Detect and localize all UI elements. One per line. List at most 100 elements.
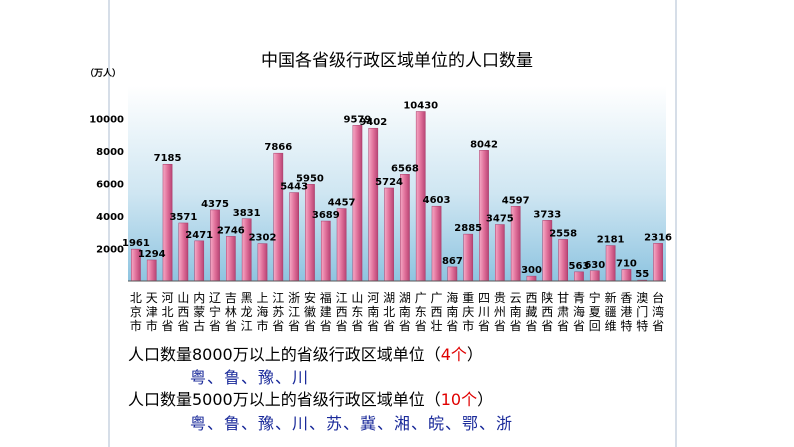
x-tick-char: 庆 (462, 305, 474, 319)
x-tick-label: 福建省 (320, 290, 332, 333)
x-tick-char: 新 (605, 290, 617, 305)
x-tick-char: 港 (620, 305, 632, 319)
provinces-over-8000: 粤、鲁、豫、川 (190, 368, 310, 387)
x-tick-label: 澳门特 (636, 291, 648, 333)
bar-value-label: 6568 (391, 163, 419, 174)
x-tick-label: 四川省 (478, 291, 490, 333)
x-tick-char: 西 (336, 305, 348, 319)
bar-value-label: 55 (635, 269, 649, 280)
bar (384, 187, 394, 282)
summary-line-8000: 人口数量8000万以上的省级行政区域单位（4个） (128, 341, 483, 365)
x-tick-char: 省 (446, 319, 458, 333)
x-tick-char: 台 (652, 290, 664, 305)
x-tick-label: 天津市 (146, 291, 158, 333)
bar-value-label: 2302 (249, 233, 277, 244)
x-tick-char: 福 (320, 290, 332, 305)
x-tick-label: 河南省 (367, 291, 379, 333)
bar (574, 271, 584, 282)
x-tick-char: 东 (415, 305, 427, 319)
chart-title: 中国各省级行政区域单位的人口数量 (261, 51, 533, 71)
x-tick-char: 湾 (652, 304, 664, 319)
x-tick-char: 省 (573, 319, 585, 333)
x-tick-char: 西 (177, 305, 189, 319)
x-tick-label: 海南省 (446, 290, 458, 333)
bar-value-label: 4597 (502, 195, 530, 206)
x-tick-char: 省 (399, 319, 411, 333)
x-tick-char: 西 (431, 305, 443, 319)
x-tick-char: 海 (573, 304, 585, 319)
x-tick-label: 陕西省 (541, 290, 553, 333)
bar (400, 174, 410, 282)
x-tick-label: 台湾省 (652, 290, 664, 333)
x-tick-label: 山西省 (177, 291, 189, 333)
x-tick-char: 省 (415, 319, 427, 333)
x-tick-char: 江 (336, 291, 348, 305)
summary-5000-prefix: 人口数量5000万以上的省级行政区域单位（ (128, 390, 441, 409)
x-tick-char: 省 (367, 319, 379, 333)
x-tick-char: 四 (478, 291, 490, 305)
bar-value-label: 9579 (344, 114, 372, 125)
x-tick-char: 辽 (209, 291, 221, 305)
bar-value-label: 563 (569, 261, 590, 272)
x-tick-char: 湖 (399, 290, 411, 305)
x-tick-char: 天 (146, 291, 158, 305)
x-tick-char: 夏 (589, 305, 601, 319)
bar-value-label: 10430 (403, 101, 438, 112)
x-tick-char: 云 (510, 291, 522, 305)
bar (305, 184, 315, 282)
bar-value-label: 2316 (644, 232, 672, 243)
x-tick-label: 吉林省 (225, 291, 237, 333)
x-tick-label: 云南省 (510, 291, 522, 333)
y-axis-unit: （万人） (85, 67, 121, 79)
x-tick-char: 州 (494, 305, 506, 319)
x-tick-char: 建 (320, 305, 332, 319)
x-tick-label: 辽宁省 (209, 291, 221, 333)
x-tick-label: 香港特 (620, 291, 632, 333)
bar (589, 270, 600, 282)
bar (526, 275, 537, 282)
x-tick-char: 省 (541, 319, 553, 333)
x-tick-char: 肃 (557, 305, 569, 319)
summary-8000-count: 4个 (440, 345, 467, 364)
bar (447, 266, 458, 282)
bar-value-label: 7185 (154, 153, 182, 164)
bar-value-label: 2746 (217, 225, 245, 236)
x-tick-char: 津 (146, 305, 158, 319)
bar-value-label: 4603 (423, 195, 451, 206)
x-tick-label: 河北省 (162, 291, 174, 333)
x-tick-char: 山 (351, 291, 363, 305)
y-tick-label: 10000 (89, 115, 124, 126)
x-tick-char: 省 (351, 319, 363, 333)
x-tick-char: 市 (462, 318, 474, 333)
x-tick-char: 省 (525, 319, 537, 333)
x-tick-char: 省 (288, 319, 300, 333)
x-tick-label: 贵州省 (494, 291, 506, 333)
bar (431, 205, 442, 282)
bar (194, 240, 205, 282)
x-tick-char: 壮 (431, 319, 443, 333)
bar-value-label: 5724 (375, 177, 403, 188)
bar (257, 243, 268, 282)
y-tick-label: 6000 (96, 180, 124, 191)
bar-value-label: 630 (584, 260, 605, 271)
x-tick-char: 徽 (304, 304, 316, 319)
x-tick-char: 香 (620, 291, 632, 305)
bar-value-label: 2558 (549, 228, 577, 239)
x-tick-char: 青 (573, 291, 585, 305)
x-tick-label: 新疆维 (605, 290, 617, 333)
bar-value-label: 2885 (454, 223, 482, 234)
x-tick-char: 蒙 (193, 305, 205, 319)
x-tick-char: 内 (193, 291, 205, 305)
x-tick-char: 北 (162, 305, 174, 319)
x-tick-label: 安徽省 (304, 290, 316, 333)
x-tick-char: 东 (351, 305, 363, 319)
bar-value-label: 3733 (533, 209, 561, 220)
x-tick-char: 川 (478, 305, 490, 319)
bar-value-label: 2471 (185, 230, 213, 241)
bar-value-label: 300 (521, 265, 542, 276)
bar (273, 152, 284, 282)
x-tick-label: 上海市 (256, 291, 268, 333)
y-tick-label: 4000 (96, 212, 124, 223)
y-axis: 2000 4000 6000 8000 10000 (89, 115, 124, 256)
